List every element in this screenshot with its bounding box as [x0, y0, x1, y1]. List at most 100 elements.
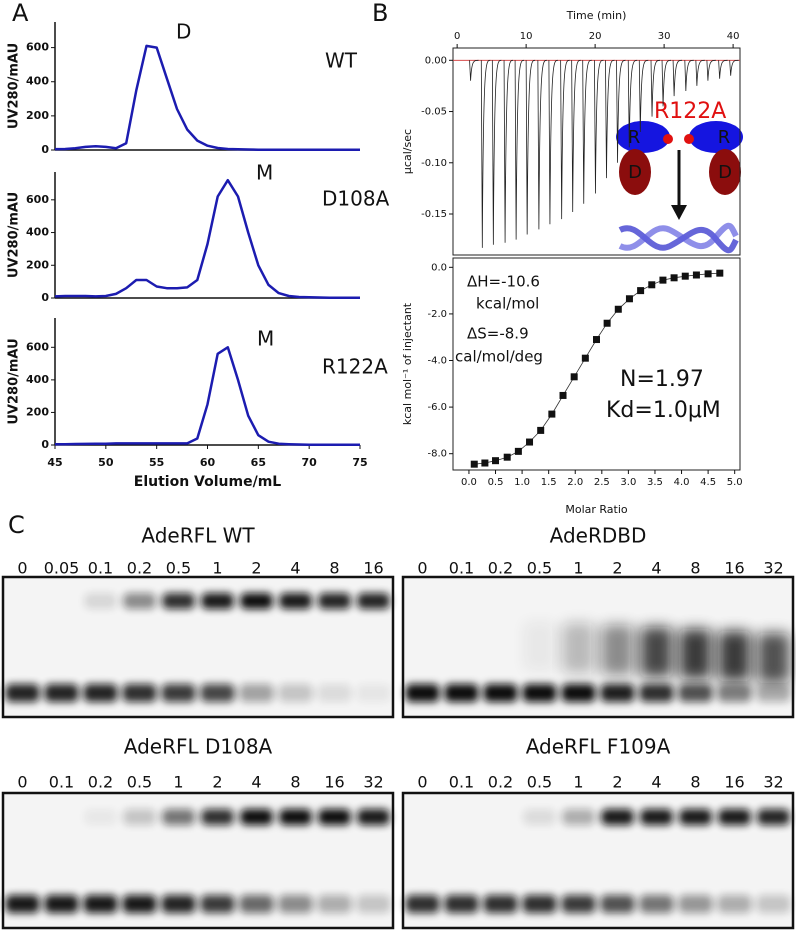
complex-band	[718, 631, 751, 681]
data-point	[648, 281, 656, 289]
complex-band	[757, 809, 790, 825]
injection-peak	[718, 59, 728, 79]
y-axis-label: UV280/mAU	[7, 192, 22, 278]
lane-label: 0.5	[527, 559, 552, 578]
complex-band	[201, 809, 234, 825]
free-dna-band	[756, 684, 791, 702]
free-dna-band	[161, 684, 196, 702]
lane-label: 4	[651, 773, 661, 792]
y-tick-label: 400	[26, 75, 49, 88]
complex-band	[757, 633, 790, 683]
lane-label: 1	[173, 773, 183, 792]
domain-label: R	[628, 127, 641, 148]
domain-label: D	[628, 162, 642, 183]
y-tick-label: 0.0	[431, 262, 447, 273]
annotation: ΔH=-10.6	[467, 273, 540, 291]
lane-label: 0.05	[44, 559, 80, 578]
panel-label: B	[372, 0, 388, 27]
free-dna-band	[483, 895, 518, 913]
free-dna-band	[600, 684, 635, 702]
lane-label: 1	[212, 559, 222, 578]
y-tick-label: -0.05	[421, 107, 447, 118]
free-dna-band	[161, 895, 196, 913]
complex-band	[201, 593, 234, 609]
lane-label: 1	[573, 559, 583, 578]
y-tick-label: -8.0	[427, 449, 447, 460]
domain-shape	[619, 149, 651, 195]
x-tick-label: 55	[149, 456, 164, 469]
y-tick-label: -6.0	[427, 402, 447, 413]
lane-label: 32	[763, 773, 783, 792]
y-tick-label: -0.15	[421, 209, 447, 220]
free-dna-band	[5, 684, 40, 702]
data-point	[570, 373, 578, 381]
complex-band	[640, 809, 673, 825]
x-tick-label: 75	[352, 456, 367, 469]
lane-label: 0.5	[166, 559, 191, 578]
free-dna-band	[678, 684, 713, 702]
injection-peak	[571, 59, 581, 212]
x-axis-label: Molar Ratio	[565, 503, 628, 516]
injection-peak	[695, 59, 705, 86]
lane-label: 0	[417, 559, 427, 578]
free-dna-band	[44, 895, 79, 913]
lane-label: 0.1	[449, 559, 474, 578]
free-dna-band	[317, 895, 352, 913]
data-point	[548, 410, 556, 418]
injection-peak	[661, 59, 672, 107]
complex-band	[240, 593, 273, 609]
lane-label: 2	[251, 559, 261, 578]
x-tick-label: 0	[454, 31, 460, 42]
domain-shape	[709, 149, 741, 195]
data-point	[704, 270, 712, 278]
y-tick-label: -4.0	[427, 356, 447, 367]
x-tick-label: 70	[302, 456, 318, 469]
free-dna-band	[239, 895, 274, 913]
injection-peak	[684, 59, 694, 92]
lane-label: 16	[324, 773, 344, 792]
x-tick-label: 4.0	[674, 477, 690, 488]
schematic-title: R122A	[654, 99, 726, 124]
data-point	[637, 287, 645, 295]
x-tick-label: 0.5	[488, 477, 504, 488]
gel-title: AdeRDBD	[550, 524, 647, 548]
free-dna-band	[483, 684, 518, 702]
y-tick-label: 0	[41, 143, 49, 156]
x-axis-label: Time (min)	[566, 9, 627, 22]
lane-label: 4	[651, 559, 661, 578]
lane-label: 4	[290, 559, 300, 578]
free-dna-band	[600, 895, 635, 913]
gel-frame	[1, 575, 395, 719]
lane-label: 8	[290, 773, 300, 792]
lane-label: 32	[363, 773, 383, 792]
data-point	[659, 276, 667, 284]
lane-label: 0.2	[488, 559, 513, 578]
data-point	[692, 271, 700, 279]
free-dna-band	[83, 895, 118, 913]
free-dna-band	[756, 895, 791, 913]
x-tick-label: 40	[727, 31, 740, 42]
injection-peak	[469, 59, 479, 81]
annotation: R122A	[322, 355, 388, 379]
y-tick-label: 400	[26, 373, 49, 386]
annotation: cal/mol/deg	[455, 348, 543, 366]
chromatogram-line	[54, 178, 360, 299]
data-point	[681, 272, 689, 280]
gel-title: AdeRFL F109A	[526, 735, 671, 759]
complex-band	[318, 593, 351, 609]
complex-band	[679, 629, 712, 679]
plot-frame	[452, 47, 741, 256]
x-tick-label: 30	[658, 31, 671, 42]
data-point	[481, 459, 489, 467]
data-point	[593, 336, 600, 344]
complex-band	[279, 593, 312, 609]
free-dna-band	[317, 684, 352, 702]
data-point	[537, 426, 545, 434]
y-tick-label: 600	[26, 41, 49, 54]
lane-label: 0	[17, 559, 27, 578]
injection-peak	[548, 59, 558, 225]
free-dna-band	[44, 684, 79, 702]
injection-peak	[503, 59, 514, 243]
lane-label: 0.5	[527, 773, 552, 792]
panel-label: A	[12, 0, 29, 27]
